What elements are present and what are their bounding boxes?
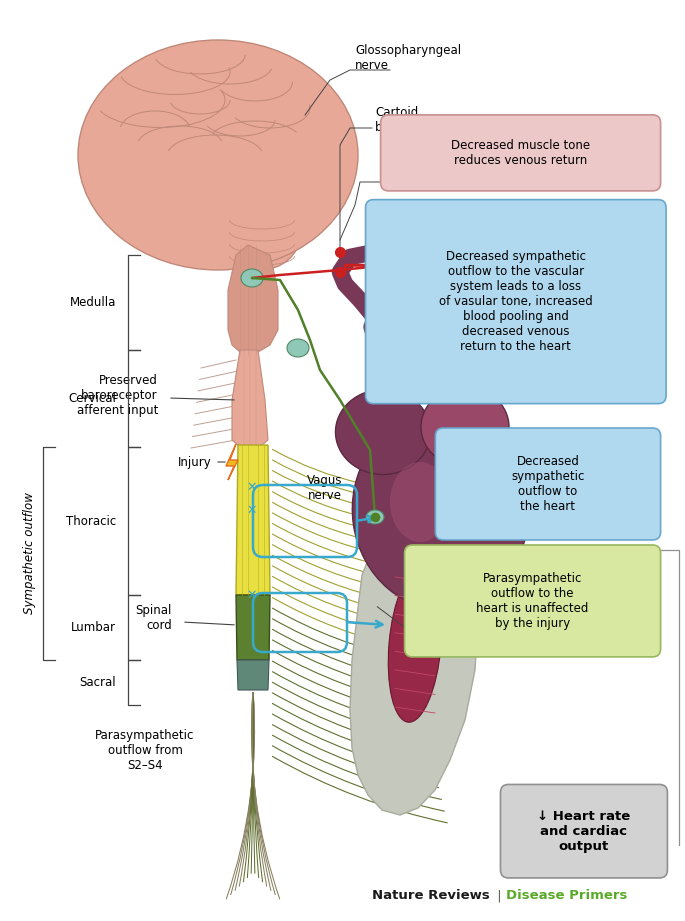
Text: ✕: ✕ bbox=[247, 504, 258, 517]
Text: Disease Primers: Disease Primers bbox=[506, 889, 627, 902]
Text: Injury: Injury bbox=[178, 456, 212, 469]
Text: Aortic arch
baroreceptor: Aortic arch baroreceptor bbox=[385, 161, 462, 189]
Text: ✕: ✕ bbox=[247, 589, 258, 601]
Text: Spinal
cord: Spinal cord bbox=[136, 604, 172, 632]
Ellipse shape bbox=[287, 339, 309, 357]
Polygon shape bbox=[228, 245, 278, 355]
Polygon shape bbox=[236, 445, 270, 595]
Text: Decreased sympathetic
outflow to the vascular
system leads to a loss
of vasular : Decreased sympathetic outflow to the vas… bbox=[439, 251, 593, 353]
Text: Nature Reviews: Nature Reviews bbox=[372, 889, 490, 902]
Text: Decreased
sympathetic
outflow to
the heart: Decreased sympathetic outflow to the hea… bbox=[511, 455, 585, 513]
Text: ✕: ✕ bbox=[247, 481, 258, 494]
FancyBboxPatch shape bbox=[366, 200, 666, 403]
FancyBboxPatch shape bbox=[381, 115, 660, 191]
Ellipse shape bbox=[78, 40, 358, 270]
Text: Thoracic: Thoracic bbox=[66, 515, 116, 528]
Text: Cervical: Cervical bbox=[68, 392, 116, 405]
FancyBboxPatch shape bbox=[436, 428, 660, 540]
Text: Parasympathetic
outflow to the
heart is unaffected
by the injury: Parasympathetic outflow to the heart is … bbox=[476, 572, 589, 630]
Ellipse shape bbox=[241, 269, 263, 287]
Ellipse shape bbox=[388, 567, 442, 722]
Text: Sacral: Sacral bbox=[79, 676, 116, 689]
FancyBboxPatch shape bbox=[501, 785, 667, 878]
Text: Sympathetic
efferents: Sympathetic efferents bbox=[368, 576, 443, 604]
Polygon shape bbox=[237, 660, 269, 690]
Ellipse shape bbox=[421, 387, 509, 467]
Text: Medulla: Medulla bbox=[70, 296, 116, 309]
Polygon shape bbox=[350, 520, 478, 815]
Text: Preserved
baroreceptor
afferent input: Preserved baroreceptor afferent input bbox=[77, 374, 158, 416]
Text: Vagus
nerve: Vagus nerve bbox=[308, 474, 342, 502]
Text: |: | bbox=[493, 889, 506, 902]
Text: Sympathetic outflow: Sympathetic outflow bbox=[23, 493, 36, 614]
Ellipse shape bbox=[220, 200, 300, 270]
Text: ↓ Heart rate
and cardiac
output: ↓ Heart rate and cardiac output bbox=[537, 810, 631, 853]
Polygon shape bbox=[232, 350, 268, 447]
Text: Parasympathetic
outflow from
S2–S4: Parasympathetic outflow from S2–S4 bbox=[95, 729, 195, 772]
Ellipse shape bbox=[336, 390, 430, 474]
Polygon shape bbox=[236, 595, 270, 660]
Ellipse shape bbox=[390, 462, 450, 542]
Polygon shape bbox=[226, 444, 238, 480]
Ellipse shape bbox=[352, 414, 527, 610]
Text: Cartoid
baroreceptors: Cartoid baroreceptors bbox=[375, 106, 458, 134]
Text: Decreased muscle tone
reduces venous return: Decreased muscle tone reduces venous ret… bbox=[451, 139, 590, 167]
Ellipse shape bbox=[366, 510, 384, 524]
Text: Glossopharyngeal
nerve: Glossopharyngeal nerve bbox=[355, 44, 461, 72]
FancyBboxPatch shape bbox=[405, 545, 660, 657]
Text: Lumbar: Lumbar bbox=[71, 621, 116, 634]
